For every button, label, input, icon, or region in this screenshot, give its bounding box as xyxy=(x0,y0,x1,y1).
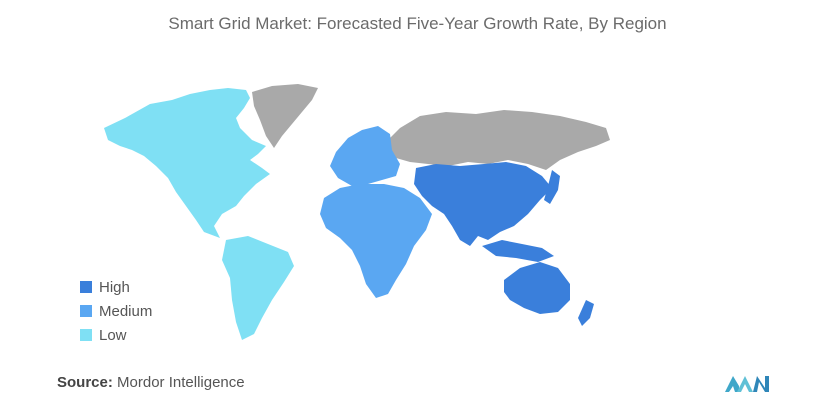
legend-swatch xyxy=(80,281,92,293)
legend-item-medium: Medium xyxy=(80,300,152,322)
new-zealand-region xyxy=(578,300,594,326)
africa-middle-east-region xyxy=(320,184,432,298)
legend-label: Medium xyxy=(99,302,153,320)
north-america-region xyxy=(104,88,270,238)
source-label: Source: xyxy=(57,374,113,391)
legend-item-low: Low xyxy=(80,324,152,346)
japan-region xyxy=(544,170,560,204)
south-america-region xyxy=(222,236,294,340)
source-line: Source: Mordor Intelligence xyxy=(57,374,245,391)
legend-swatch xyxy=(80,329,92,341)
legend-swatch xyxy=(80,305,92,317)
source-text: Mordor Intelligence xyxy=(117,374,245,391)
asia-region xyxy=(414,162,552,246)
chart-title: Smart Grid Market: Forecasted Five-Year … xyxy=(168,14,667,33)
legend-item-high: High xyxy=(80,276,152,298)
mordor-logo-icon xyxy=(725,376,769,392)
legend-label: High xyxy=(99,278,130,296)
map-legend: High Medium Low xyxy=(80,276,152,348)
australia-region xyxy=(504,262,570,314)
legend-label: Low xyxy=(99,326,127,344)
europe-region xyxy=(330,126,400,186)
russia-region xyxy=(386,110,610,170)
greenland-region xyxy=(252,84,318,148)
indonesia-region xyxy=(482,240,554,262)
